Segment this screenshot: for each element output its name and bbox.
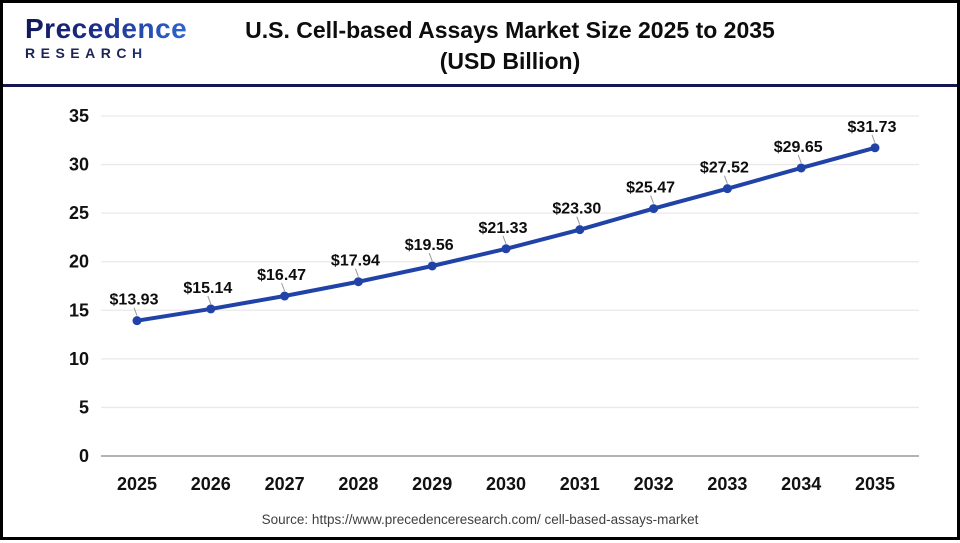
data-point (649, 204, 659, 214)
data-label: $31.73 (848, 119, 897, 136)
data-label: $29.65 (774, 139, 823, 156)
label-leader-line (428, 252, 433, 262)
label-leader-line (354, 268, 359, 277)
label-leader-line (576, 216, 581, 225)
data-label: $27.52 (700, 160, 749, 177)
label-leader-line (281, 282, 286, 292)
x-tick-label: 2033 (707, 474, 747, 494)
label-leader-line (871, 134, 876, 143)
source-text: Source: https://www.precedenceresearch.c… (261, 512, 699, 527)
data-label: $19.56 (405, 237, 454, 254)
x-tick-label: 2025 (117, 474, 157, 494)
x-tick-label: 2028 (338, 474, 378, 494)
title-block: U.S. Cell-based Assays Market Size 2025 … (83, 15, 937, 77)
data-point (427, 261, 437, 271)
y-tick-label: 30 (69, 155, 89, 175)
data-label: $23.30 (552, 201, 601, 218)
data-point (132, 316, 142, 326)
logo-subtitle: RESEARCH (25, 46, 187, 60)
label-leader-line (502, 235, 507, 244)
y-tick-label: 10 (69, 349, 89, 369)
data-label: $25.47 (626, 180, 675, 197)
label-leader-line (650, 195, 655, 204)
data-point (280, 291, 290, 301)
label-leader-line (797, 154, 802, 164)
data-label: $17.94 (331, 253, 380, 270)
x-tick-label: 2026 (191, 474, 231, 494)
data-point (870, 143, 880, 153)
chart-title: U.S. Cell-based Assays Market Size 2025 … (245, 17, 775, 43)
data-label: $15.14 (183, 280, 232, 297)
chart-subtitle: (USD Billion) (439, 48, 581, 74)
x-tick-label: 2032 (634, 474, 674, 494)
data-point (206, 304, 216, 314)
x-tick-label: 2031 (560, 474, 600, 494)
y-tick-label: 15 (69, 300, 89, 320)
x-tick-label: 2027 (265, 474, 305, 494)
data-point (722, 184, 732, 194)
y-tick-label: 35 (69, 106, 89, 126)
label-leader-line (207, 295, 212, 305)
label-leader-line (723, 175, 728, 184)
data-label: $16.47 (257, 267, 306, 284)
brand-logo: Precedence RESEARCH (25, 13, 188, 61)
label-leader-line (133, 307, 138, 316)
x-tick-label: 2034 (781, 474, 821, 494)
x-tick-label: 2029 (412, 474, 452, 494)
y-tick-label: 5 (79, 397, 89, 417)
logo-wordmark: Precedence (25, 13, 188, 44)
data-label: $21.33 (479, 220, 528, 237)
data-label: $13.93 (110, 292, 159, 309)
y-tick-label: 0 (79, 446, 89, 466)
y-tick-label: 25 (69, 203, 89, 223)
x-tick-label: 2035 (855, 474, 895, 494)
header-divider (3, 84, 957, 87)
x-tick-label: 2030 (486, 474, 526, 494)
y-tick-label: 20 (69, 252, 89, 272)
data-point (796, 163, 806, 173)
data-point (575, 225, 585, 235)
data-point (501, 244, 511, 254)
data-point (353, 277, 363, 287)
